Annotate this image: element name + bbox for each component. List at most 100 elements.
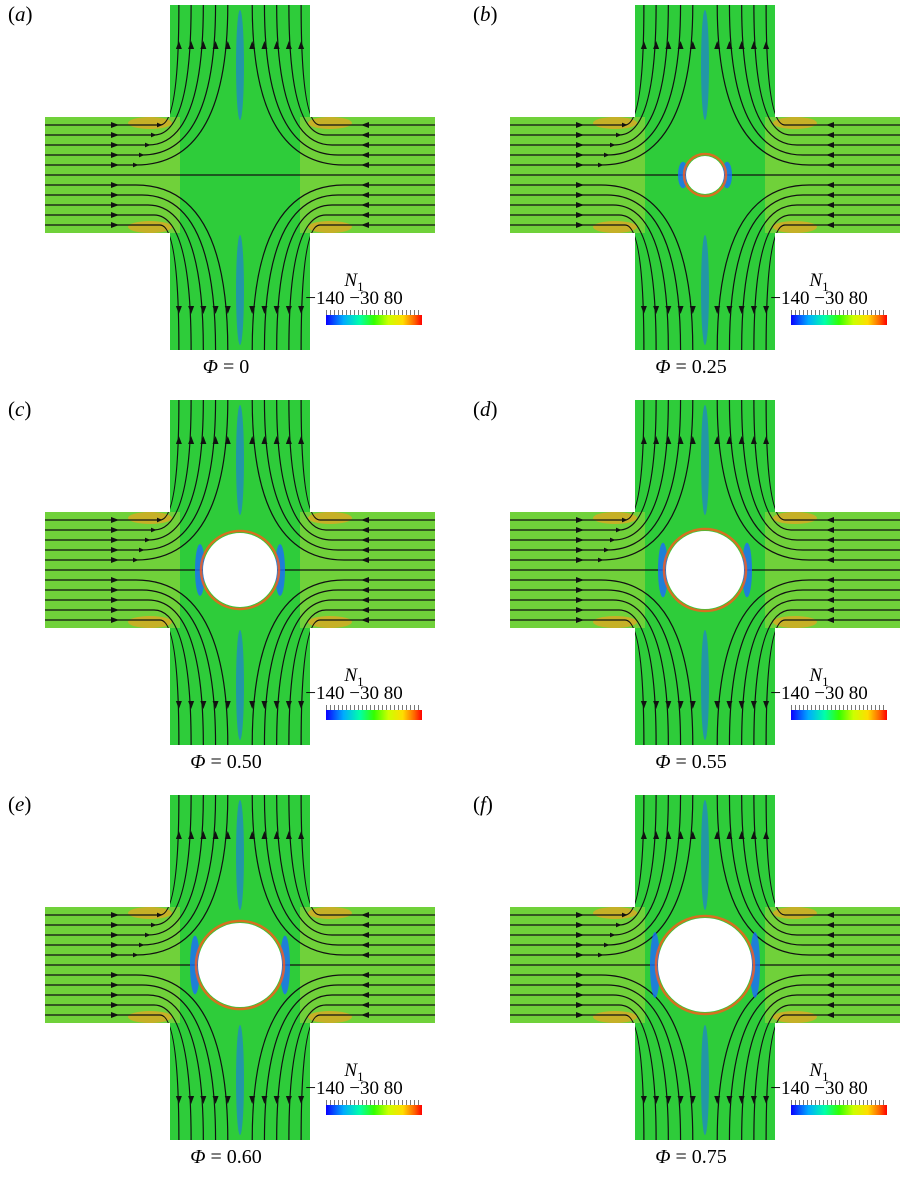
streamline-arrow [111, 142, 119, 148]
phi-value: 0.25 [691, 356, 727, 378]
streamline-arrow [738, 1096, 745, 1104]
streamline-arrow [200, 306, 207, 314]
colorbar-gradient [326, 710, 422, 720]
phi-value: 0.55 [691, 751, 727, 773]
streamline-arrow [212, 41, 219, 49]
flow-field [45, 795, 435, 1140]
streamline-arrow [261, 701, 268, 709]
streamline-arrow [212, 306, 219, 314]
streamline-arrow [576, 122, 584, 128]
streamline-arrow [111, 122, 119, 128]
streamline-arrow [738, 701, 745, 709]
streamline-arrow [298, 1096, 305, 1104]
colorbar-title: N1 [344, 270, 364, 294]
stress-hotspot [308, 512, 352, 524]
streamline-arrow [576, 547, 584, 553]
colorbar-ticks [791, 310, 887, 315]
streamline-arrow [285, 701, 292, 709]
stress-hotspot [128, 221, 172, 233]
streamline-arrow [111, 1012, 119, 1018]
streamline-arrow [763, 436, 770, 444]
streamline-arrow [361, 537, 369, 543]
streamline-arrow [826, 132, 834, 138]
streamline-arrow [826, 932, 834, 938]
colorbar-gradient [791, 710, 887, 720]
streamline-arrow [361, 527, 369, 533]
cylinder [686, 156, 724, 194]
cylinder [198, 923, 282, 1007]
streamline-arrow [763, 306, 770, 314]
streamline-arrow [111, 222, 119, 228]
streamline-arrow [653, 831, 660, 839]
streamline-arrow [750, 436, 757, 444]
panel-label: (c) [8, 397, 32, 421]
streamline-arrow [285, 1096, 292, 1104]
streamline-arrow [576, 617, 584, 623]
streamline-arrow [763, 701, 770, 709]
streamline-arrow [714, 831, 721, 839]
streamline-arrow [750, 1096, 757, 1104]
panel-letter: a [15, 2, 26, 26]
stress-streak [236, 800, 244, 910]
streamline-arrow [175, 701, 182, 709]
streamline-arrow [111, 932, 119, 938]
streamline-arrow [640, 41, 647, 49]
phi-value: 0.75 [691, 1146, 727, 1168]
streamline-arrow [677, 701, 684, 709]
streamline-arrow [826, 617, 834, 623]
streamline-arrow [826, 597, 834, 603]
streamline-arrow [111, 607, 119, 613]
streamline-arrow [714, 701, 721, 709]
streamline-arrow [677, 1096, 684, 1104]
flow-field-plot [510, 5, 900, 350]
stress-hotspot [128, 1011, 172, 1023]
streamline-arrow [826, 222, 834, 228]
streamline-arrow [200, 831, 207, 839]
streamline-arrow [826, 527, 834, 533]
streamline-arrow [576, 577, 584, 583]
streamline-arrow [111, 182, 119, 188]
streamline-arrow [224, 701, 231, 709]
streamline-arrow [224, 831, 231, 839]
streamline-arrow [677, 41, 684, 49]
flow-field-plot [510, 400, 900, 745]
streamline-arrow [249, 1096, 256, 1104]
streamline-arrow [826, 202, 834, 208]
streamline-arrow [750, 701, 757, 709]
streamline-arrow [738, 41, 745, 49]
colorbar-title: N1 [809, 665, 829, 689]
channel-fill [45, 5, 435, 350]
streamline-arrow [826, 972, 834, 978]
streamline-arrow [738, 306, 745, 314]
colorbar-ticks [326, 1100, 422, 1105]
streamline-arrow [361, 557, 369, 563]
streamline-arrows [576, 41, 834, 314]
streamline-arrow [261, 306, 268, 314]
streamline-arrow [261, 831, 268, 839]
streamline-arrow [826, 517, 834, 523]
streamline-arrow [361, 617, 369, 623]
streamline-arrow [576, 932, 584, 938]
streamline-arrow [576, 992, 584, 998]
streamline-arrow [826, 992, 834, 998]
colorbar-gradient [326, 1105, 422, 1115]
streamline-arrow [677, 306, 684, 314]
streamline-arrow [361, 1012, 369, 1018]
streamline-arrow [188, 701, 195, 709]
streamline-arrow [665, 306, 672, 314]
streamline-arrow [640, 306, 647, 314]
colorbar: N1 −140 −30 80 [751, 1060, 887, 1120]
streamline-arrow [111, 527, 119, 533]
stress-streak [701, 630, 709, 740]
stress-streak [701, 405, 709, 515]
streamline-arrow [361, 972, 369, 978]
streamline-arrow [212, 701, 219, 709]
streamline-arrow [726, 701, 733, 709]
streamline-arrow [361, 182, 369, 188]
streamline-arrow [111, 922, 119, 928]
stress-streak [236, 630, 244, 740]
streamline-arrow [576, 162, 584, 168]
stress-streak [236, 405, 244, 515]
streamline-arrow [689, 436, 696, 444]
stress-hotspot [773, 907, 817, 919]
